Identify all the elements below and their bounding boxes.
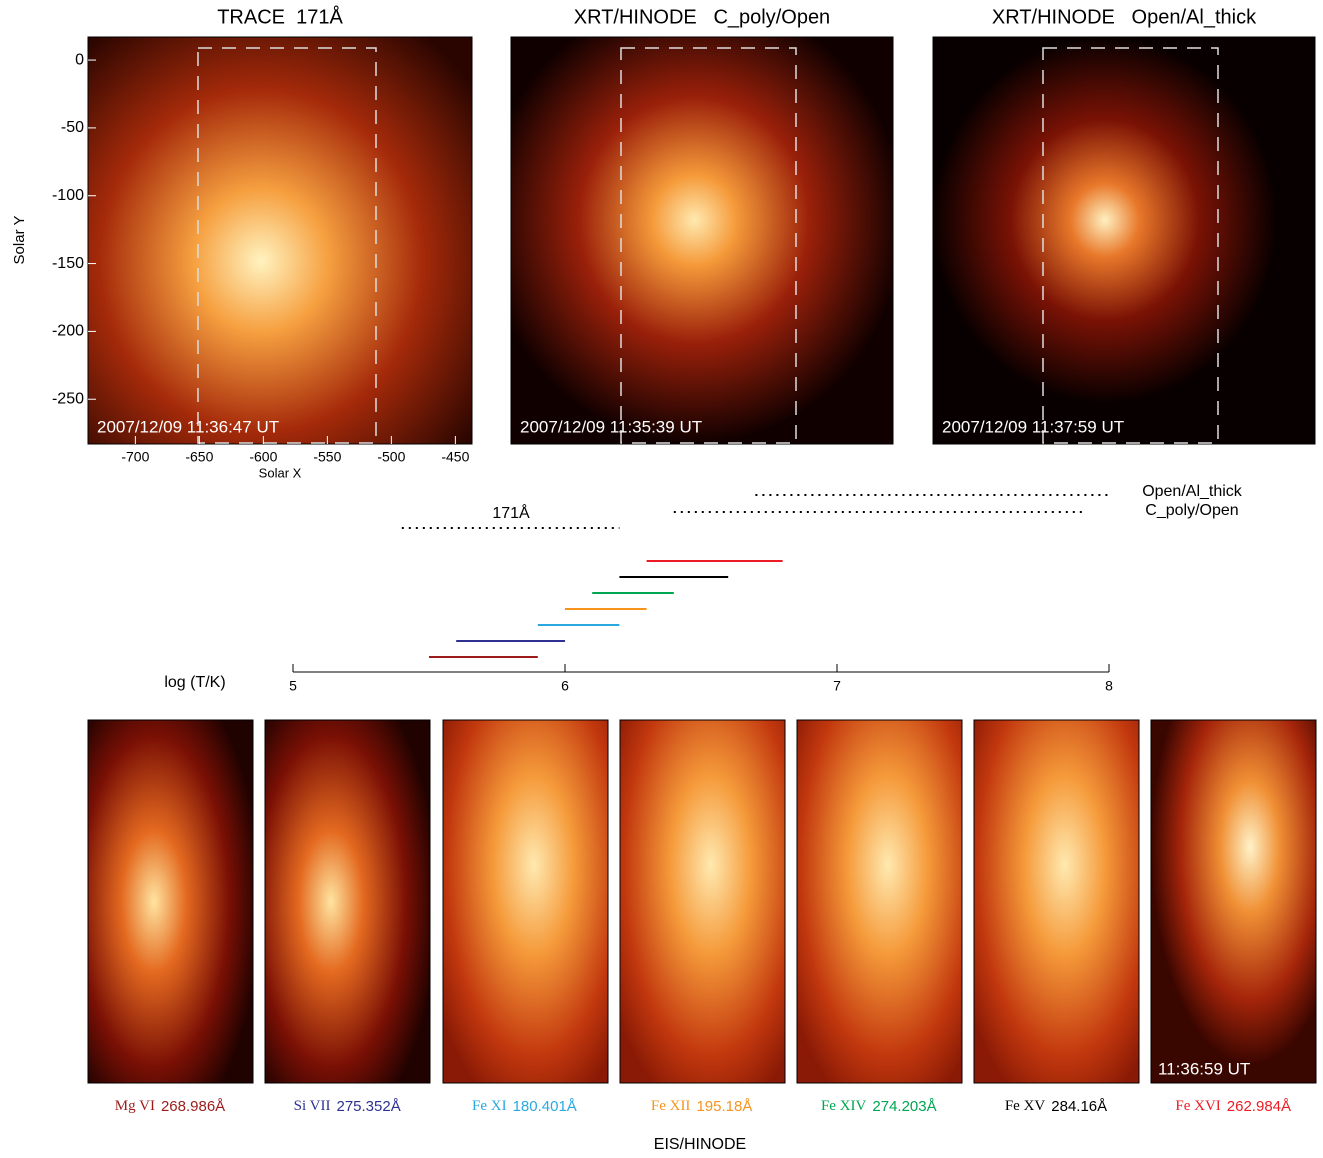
ion: Fe XV bbox=[1005, 1098, 1046, 1114]
x-tick-label: -500 bbox=[377, 449, 405, 465]
trace-image bbox=[88, 37, 472, 444]
wavelength: 195.18Å bbox=[696, 1098, 752, 1115]
y-tick-label: -250 bbox=[52, 390, 84, 407]
ion: Si VII bbox=[294, 1098, 331, 1114]
ion: Fe XII bbox=[651, 1098, 691, 1114]
x-tick-label: -600 bbox=[249, 449, 277, 465]
figure: 11:36:59 UT EIS/HINODE log (T/K) Solar X… bbox=[0, 0, 1323, 1158]
ion: Fe XI bbox=[472, 1098, 507, 1114]
y-tick-label: -100 bbox=[52, 187, 84, 204]
x-tick-label: 5 bbox=[289, 678, 297, 694]
timestamp: 2007/12/09 11:36:47 UT bbox=[97, 417, 279, 436]
eis-line-label: Fe XVI 262.984Å bbox=[1175, 1098, 1291, 1115]
y-tick-label: -150 bbox=[52, 255, 84, 272]
ion: Mg VI bbox=[115, 1098, 155, 1114]
timestamp: 2007/12/09 11:37:59 UT bbox=[942, 417, 1124, 436]
y-tick-label: -50 bbox=[61, 119, 84, 136]
x-tick-label: -450 bbox=[441, 449, 469, 465]
axis-label: Solar X bbox=[259, 465, 302, 480]
x-tick-label: 7 bbox=[833, 678, 841, 694]
eis-line-label: Fe XI 180.401Å bbox=[472, 1098, 577, 1115]
x-tick-label: -650 bbox=[185, 449, 213, 465]
wavelength: 180.401Å bbox=[513, 1098, 577, 1115]
ion: Fe XVI bbox=[1175, 1098, 1220, 1114]
x-tick-label: 8 bbox=[1105, 678, 1113, 694]
filter-label: Open/Al_thick bbox=[1142, 483, 1243, 500]
x-tick-label: 6 bbox=[561, 678, 569, 694]
panel-title: XRT/HINODE C_poly/Open bbox=[574, 6, 830, 28]
filter-label: C_poly/Open bbox=[1145, 502, 1238, 519]
eis-line-label: Fe XII 195.18Å bbox=[651, 1098, 752, 1115]
y-tick-label: -200 bbox=[52, 323, 84, 340]
wavelength: 268.986Å bbox=[161, 1098, 225, 1115]
x-tick-label: -550 bbox=[313, 449, 341, 465]
panel-title: TRACE 171Å bbox=[217, 5, 343, 28]
x-tick-label: -700 bbox=[121, 449, 149, 465]
eis-label: EIS/HINODE bbox=[654, 1136, 746, 1153]
wavelength: 275.352Å bbox=[336, 1098, 400, 1115]
eis-images bbox=[88, 720, 1316, 1083]
eis-line-label: Mg VI 268.986Å bbox=[115, 1098, 225, 1115]
axis-label: log (T/K) bbox=[164, 674, 225, 691]
eis-line-label: Fe XIV 274.203Å bbox=[821, 1098, 937, 1115]
timestamp: 2007/12/09 11:35:39 UT bbox=[520, 417, 702, 436]
xrt-image bbox=[511, 37, 893, 444]
eis-line-label: Fe XV 284.16Å bbox=[1005, 1098, 1107, 1115]
filter-label: 171Å bbox=[492, 503, 530, 522]
ion: Fe XIV bbox=[821, 1098, 867, 1114]
eis-line-label: Si VII 275.352Å bbox=[294, 1098, 401, 1115]
xrt-image bbox=[933, 37, 1315, 444]
panel-title: XRT/HINODE Open/Al_thick bbox=[992, 6, 1257, 28]
wavelength: 274.203Å bbox=[872, 1098, 936, 1115]
y-tick-label: 0 bbox=[75, 51, 84, 68]
eis-timestamp: 11:36:59 UT bbox=[1158, 1059, 1250, 1078]
wavelength: 284.16Å bbox=[1051, 1098, 1107, 1115]
axis-label: Solar Y bbox=[11, 216, 28, 265]
wavelength: 262.984Å bbox=[1227, 1098, 1291, 1115]
